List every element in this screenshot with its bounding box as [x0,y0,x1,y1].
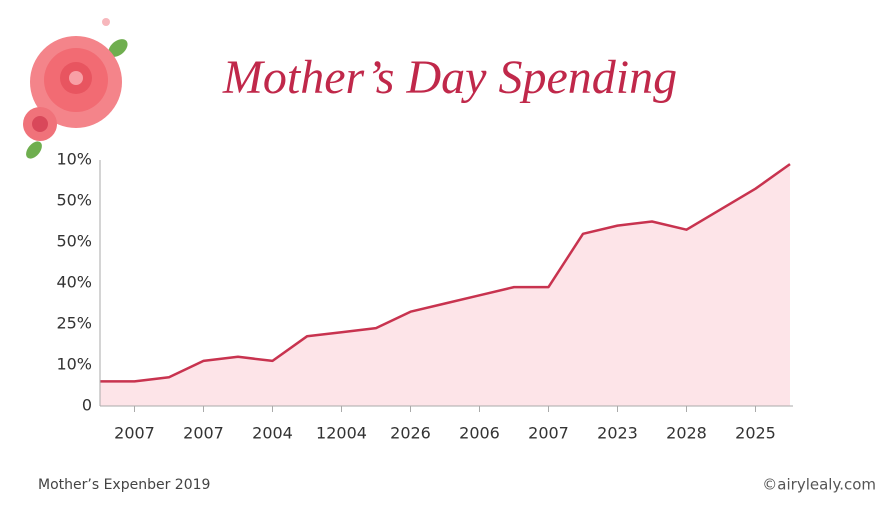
rose-decoration [23,18,128,159]
x-tick-label: 2007 [183,424,224,443]
x-tick-label: 2023 [597,424,638,443]
footer-left: Mother’s Expenber 2019 [38,477,210,493]
y-tick-label: 50% [56,191,92,210]
y-tick-label: 25% [56,314,92,333]
data-line [100,163,791,383]
chart-title: Mother’s Day Spending [222,51,677,104]
y-tick-label: 0 [82,396,92,415]
footer-right: ©airylealy.com [762,476,876,494]
x-tick-label: 2007 [528,424,569,443]
x-tick-label: 2028 [666,424,707,443]
x-tick-label: 2004 [252,424,293,443]
y-tick-label: 50% [56,232,92,251]
x-tick-label: 12004 [316,424,367,443]
y-tick-label: 40% [56,273,92,292]
y-tick-label: 10% [56,355,92,374]
x-tick-label: 2025 [735,424,776,443]
y-tick-label: 10% [56,150,92,169]
area-fill [100,164,790,406]
x-tick-label: 2026 [390,424,431,443]
x-tick-label: 2007 [114,424,155,443]
x-tick-label: 2006 [459,424,500,443]
